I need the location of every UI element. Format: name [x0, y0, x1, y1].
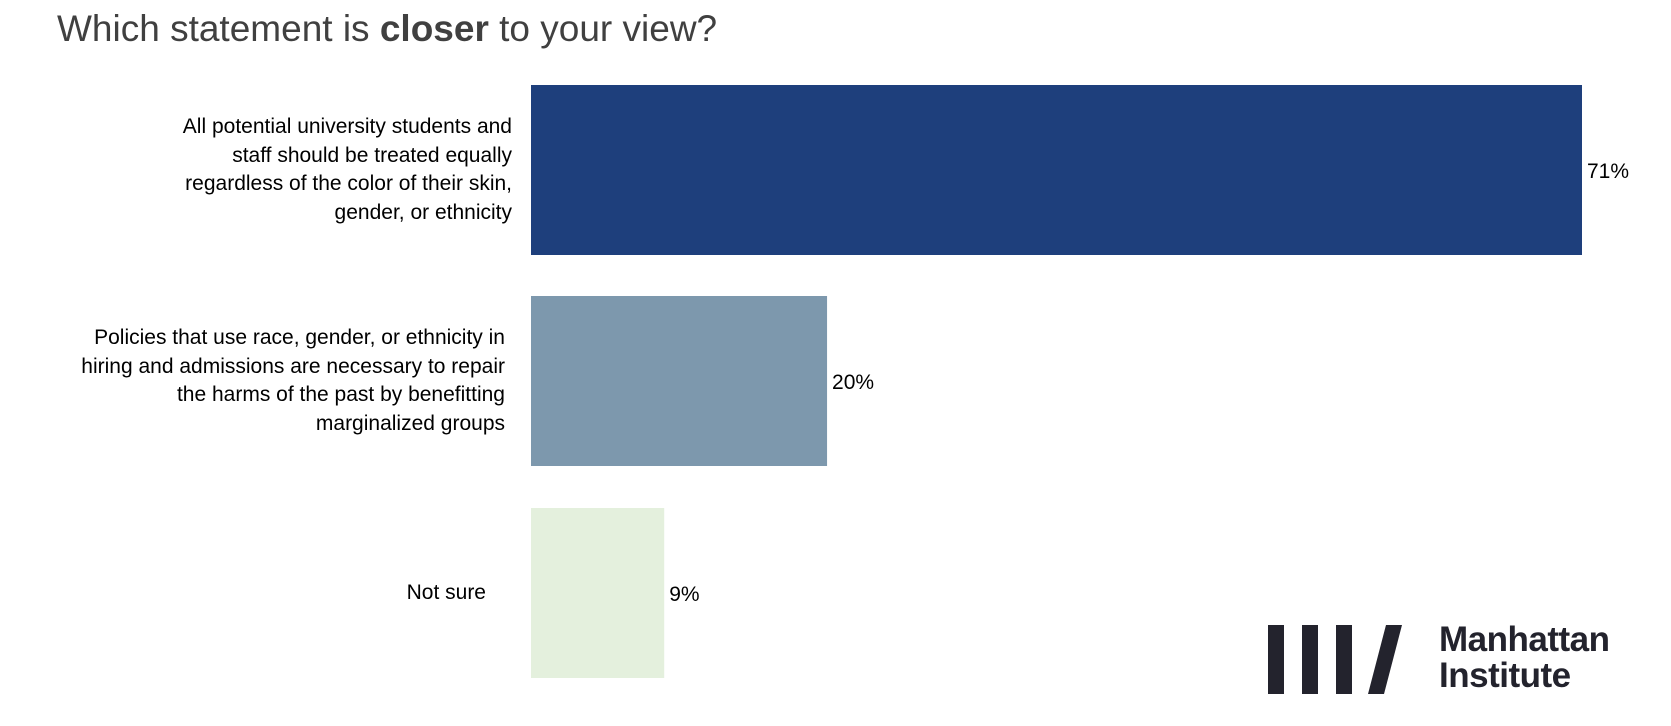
category-label-1: All potential university students and sta…: [183, 113, 512, 227]
manhattan-institute-logo-text: Manhattan Institute: [1439, 622, 1610, 694]
logo-line-2: Institute: [1439, 656, 1571, 695]
data-label-2: 20%: [832, 371, 874, 394]
category-label-line: marginalized groups: [315, 411, 505, 435]
category-label-3: Not sure: [407, 579, 486, 608]
data-label-3: 9%: [669, 583, 699, 606]
category-label-2: Policies that use race, gender, or ethni…: [81, 324, 505, 438]
manhattan-institute-logo-mark: [1268, 625, 1402, 694]
category-label-line: staff should be treated equally: [232, 143, 512, 167]
category-label-line: All potential university students and: [182, 115, 512, 138]
category-label-line: regardless of the color of their skin,: [185, 172, 512, 195]
bar-1: [531, 85, 1582, 255]
data-label-1: 71%: [1587, 160, 1629, 183]
category-label-line: Policies that use race, gender, or ethni…: [94, 326, 505, 349]
chart-title: Which statement is closer to your view?: [57, 8, 717, 50]
category-label-line: Not sure: [406, 580, 486, 604]
category-label-line: hiring and admissions are necessary to r…: [81, 354, 505, 378]
category-label-line: gender, or ethnicity: [334, 200, 512, 224]
title-suffix: to your view?: [488, 8, 718, 49]
title-prefix: Which statement is: [57, 8, 380, 49]
logo-line-1: Manhattan: [1439, 620, 1610, 659]
bar-3: [531, 508, 665, 678]
category-label-line: the harms of the past by benefitting: [176, 383, 505, 406]
bar-2: [531, 296, 828, 466]
title-emphasis: closer: [379, 8, 489, 49]
